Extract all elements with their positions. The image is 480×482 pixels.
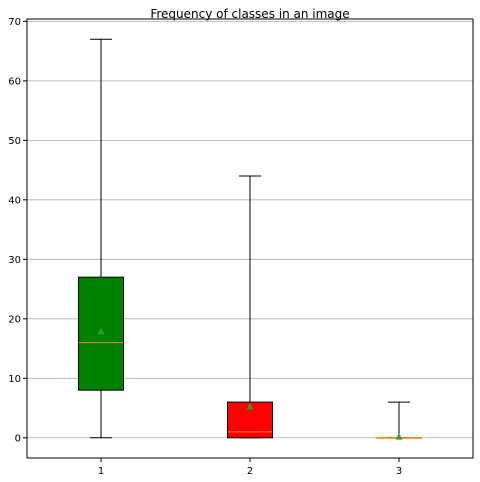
y-tick-label: 0	[15, 433, 21, 444]
y-tick-label: 10	[8, 374, 21, 385]
box-2	[228, 176, 273, 438]
x-tick-label: 2	[247, 466, 253, 477]
y-tick-label: 60	[8, 76, 21, 87]
y-tick-label: 20	[8, 314, 21, 325]
box-3	[377, 402, 422, 440]
x-axis: 1 2 3	[98, 458, 402, 477]
mean-marker	[396, 433, 403, 440]
boxes	[79, 39, 422, 439]
x-tick-label: 3	[396, 466, 402, 477]
y-tick-label: 50	[8, 136, 21, 147]
y-axis: 0 10 20 30 40 50 60 70	[8, 17, 27, 444]
box-1	[79, 39, 124, 438]
y-tick-label: 40	[8, 195, 21, 206]
y-tick-label: 30	[8, 255, 21, 266]
y-tick-label: 70	[8, 17, 21, 28]
x-tick-label: 1	[98, 466, 104, 477]
